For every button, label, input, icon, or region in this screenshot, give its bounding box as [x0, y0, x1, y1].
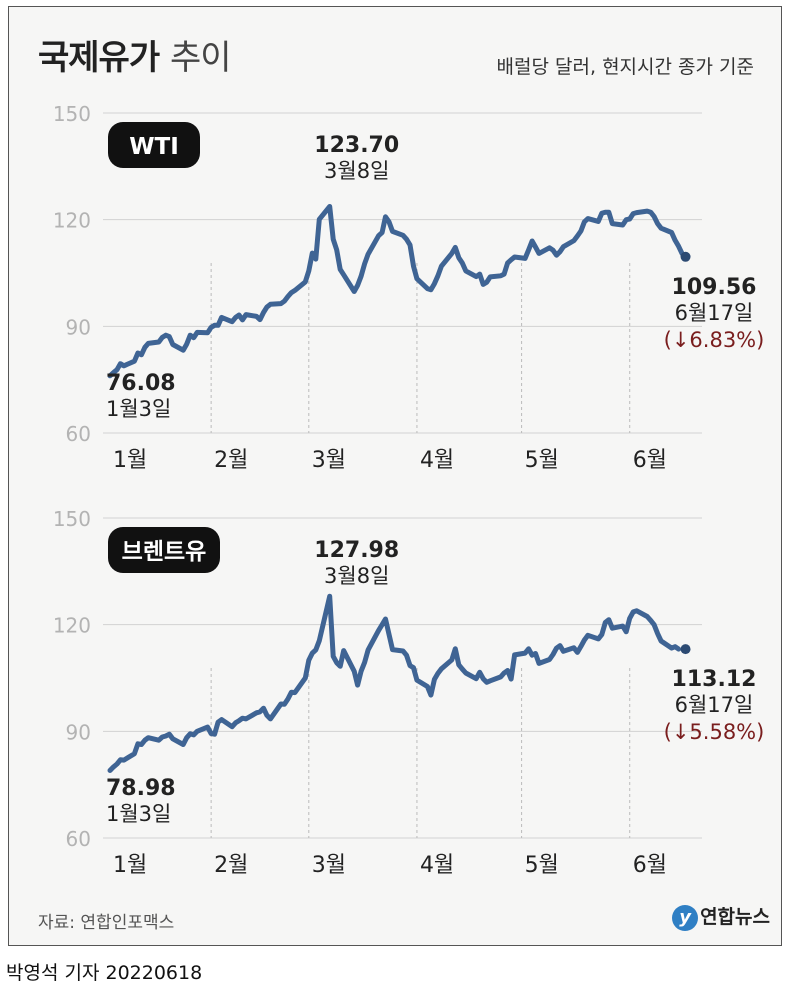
end-change: (↓5.58%) [664, 720, 765, 744]
series-label-pill: 브렌트유 [108, 527, 220, 573]
end-point [680, 251, 691, 262]
page-title: 국제유가 추이 [38, 30, 232, 79]
y-tick-120: 120 [53, 614, 91, 638]
month-label-1: 1월 [113, 448, 147, 473]
month-label-4: 4월 [420, 448, 454, 473]
y-tick-150: 150 [53, 102, 91, 126]
month-label-5: 5월 [525, 448, 559, 473]
month-label-6: 6월 [633, 448, 667, 473]
month-label-2: 2월 [214, 448, 248, 473]
month-label-5: 5월 [525, 853, 559, 878]
end-point [680, 644, 691, 655]
unit-note: 배럴당 달러, 현지시간 종가 기준 [496, 56, 754, 78]
series-line [107, 593, 682, 773]
y-tick-60: 60 [66, 827, 91, 851]
yonhap-logo: y 연합뉴스 [672, 902, 770, 931]
start-value: 76.08 [106, 371, 176, 396]
title-bold: 국제유가 [38, 38, 160, 78]
end-value: 113.12 [672, 667, 757, 692]
peak-value: 127.98 [314, 538, 399, 563]
peak-value: 123.70 [314, 133, 399, 158]
source-note: 자료: 연합인포맥스 [38, 913, 175, 933]
logo-text: 연합뉴스 [700, 906, 770, 928]
month-label-2: 2월 [214, 853, 248, 878]
y-tick-120: 120 [53, 209, 91, 233]
start-value: 78.98 [106, 776, 176, 801]
series-line [107, 204, 688, 379]
y-tick-60: 60 [66, 422, 91, 446]
month-label-3: 3월 [312, 448, 346, 473]
start-date: 1월3일 [106, 802, 171, 826]
series-label-bg [108, 122, 200, 168]
end-change: (↓6.83%) [664, 328, 765, 352]
start-date: 1월3일 [106, 397, 171, 421]
reporter-credit: 박영석 기자 20220618 [6, 962, 203, 984]
month-label-3: 3월 [312, 853, 346, 878]
y-tick-90: 90 [66, 720, 91, 744]
y-tick-90: 90 [66, 315, 91, 339]
title-light: 추이 [169, 38, 232, 78]
series-label: 브렌트유 [122, 539, 207, 565]
end-value: 109.56 [672, 275, 757, 300]
peak-date: 3월8일 [324, 159, 389, 183]
month-label-4: 4월 [420, 853, 454, 878]
peak-date: 3월8일 [324, 564, 389, 588]
month-label-1: 1월 [113, 853, 147, 878]
yonhap-logo-icon: y [672, 904, 699, 931]
series-label-bg [108, 527, 220, 573]
end-date: 6월17일 [675, 693, 754, 717]
series-label: WTI [129, 134, 179, 160]
y-tick-150: 150 [53, 507, 91, 531]
end-date: 6월17일 [675, 301, 754, 325]
series-label-pill: WTI [108, 122, 200, 168]
month-label-6: 6월 [633, 853, 667, 878]
